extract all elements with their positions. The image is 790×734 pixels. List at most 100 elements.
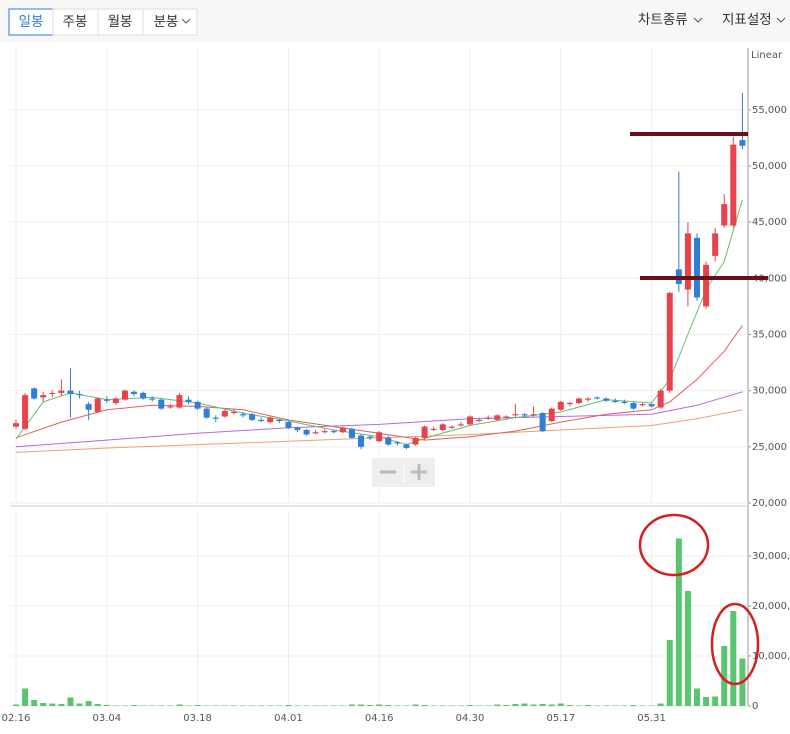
y-tick-label: 25,000 (752, 442, 787, 453)
volume-bar (312, 705, 319, 706)
candle-body (339, 427, 346, 433)
candle-body (548, 408, 555, 421)
tab-minute[interactable] (142, 8, 198, 36)
volume-bar (430, 705, 437, 706)
tab-label[interactable]: 월봉 (108, 14, 133, 30)
volume-bar (730, 611, 737, 706)
candle-body (212, 417, 219, 419)
volume-bar (330, 705, 337, 706)
volume-bar (240, 705, 246, 706)
volume-bar (512, 704, 519, 706)
candle-body (666, 292, 673, 391)
menu-label[interactable]: 차트종류 (638, 12, 688, 28)
volume-bar (703, 697, 710, 706)
candle-body (185, 399, 192, 402)
chevron (181, 18, 191, 24)
candle-body (557, 401, 564, 410)
tab-label[interactable]: 주봉 (63, 14, 88, 30)
y2-tick-label: 30,000,000 (752, 551, 790, 562)
candle-body (421, 426, 428, 438)
candle-body (430, 428, 437, 430)
candles (13, 92, 746, 450)
volume-bar (621, 705, 628, 706)
annotation-circle (638, 513, 710, 577)
chevron (693, 17, 703, 23)
y-tick-label: 40,000 (752, 273, 787, 284)
volume-bars (13, 538, 746, 706)
y-tick-label: 30,000 (752, 386, 787, 397)
volume-bar (594, 705, 601, 706)
candle-body (694, 237, 700, 298)
candle-body (630, 403, 637, 409)
tab-daily[interactable] (8, 8, 54, 36)
tab-label[interactable]: 일봉 (19, 14, 44, 30)
volume-bar (648, 705, 655, 706)
volume-bar (367, 705, 374, 706)
candle-body (712, 233, 719, 256)
zoom-controls (372, 458, 435, 487)
candle-body (403, 444, 410, 448)
x-tick-label: 05.17 (546, 713, 575, 724)
chevron (776, 17, 786, 23)
menu-label[interactable]: 지표설정 (722, 12, 772, 28)
volume-bar (675, 538, 682, 706)
candle-body (730, 144, 737, 226)
volume-bar (339, 705, 346, 706)
candle-body (176, 395, 183, 408)
candle-body (267, 417, 274, 423)
volume-bar (566, 705, 573, 706)
volume-bar (276, 705, 283, 706)
y-tick-label: 45,000 (752, 217, 787, 228)
y-tick-label: 55,000 (752, 105, 787, 116)
volume-bar (221, 705, 228, 706)
candle-body (566, 403, 573, 405)
candle-body (394, 442, 401, 444)
candle-body (457, 424, 464, 426)
volume-bar (13, 704, 19, 706)
candle-body (503, 416, 510, 418)
candle-body (684, 233, 691, 290)
tab-label[interactable]: 분봉 (154, 14, 179, 30)
candle-body (358, 435, 365, 447)
volume-bar (321, 705, 328, 706)
candle-body (167, 406, 174, 408)
volume-bar (167, 705, 174, 706)
candle-body (258, 419, 265, 421)
volume-bar (657, 703, 664, 706)
candle-body (575, 398, 582, 404)
candle-body (303, 429, 310, 435)
candle-body (158, 399, 165, 409)
candle-body (594, 397, 601, 399)
candle-body (467, 416, 473, 425)
candle-body (131, 391, 138, 395)
candle-body (276, 419, 283, 421)
candle-body (40, 395, 47, 398)
volume-bar (476, 705, 483, 706)
x-tick-label: 02.16 (2, 713, 31, 724)
candle-body (648, 404, 655, 407)
candle-body (312, 432, 319, 434)
candle-body (13, 423, 19, 427)
candle-body (330, 431, 337, 433)
candle-body (485, 417, 492, 419)
volume-bar (694, 688, 700, 706)
volume-bar (712, 696, 719, 706)
tab-weekly[interactable] (52, 8, 99, 36)
volume-bar (376, 704, 383, 706)
candle-body (203, 408, 210, 418)
volume-bar (103, 705, 110, 706)
x-tick-label: 04.30 (456, 713, 485, 724)
moving-average-line (15, 325, 743, 441)
x-tick-label: 03.04 (92, 713, 121, 724)
y-tick-label: 50,000 (752, 161, 787, 172)
candle-body (76, 394, 83, 396)
volume-bar (22, 688, 29, 706)
volume-bar (448, 705, 455, 706)
volume-bar (131, 705, 138, 706)
x-tick-label: 03.18 (183, 713, 212, 724)
candle-body (94, 398, 101, 412)
moving-average-line (15, 199, 743, 446)
tab-monthly[interactable] (97, 8, 144, 36)
volume-bar (230, 705, 237, 706)
